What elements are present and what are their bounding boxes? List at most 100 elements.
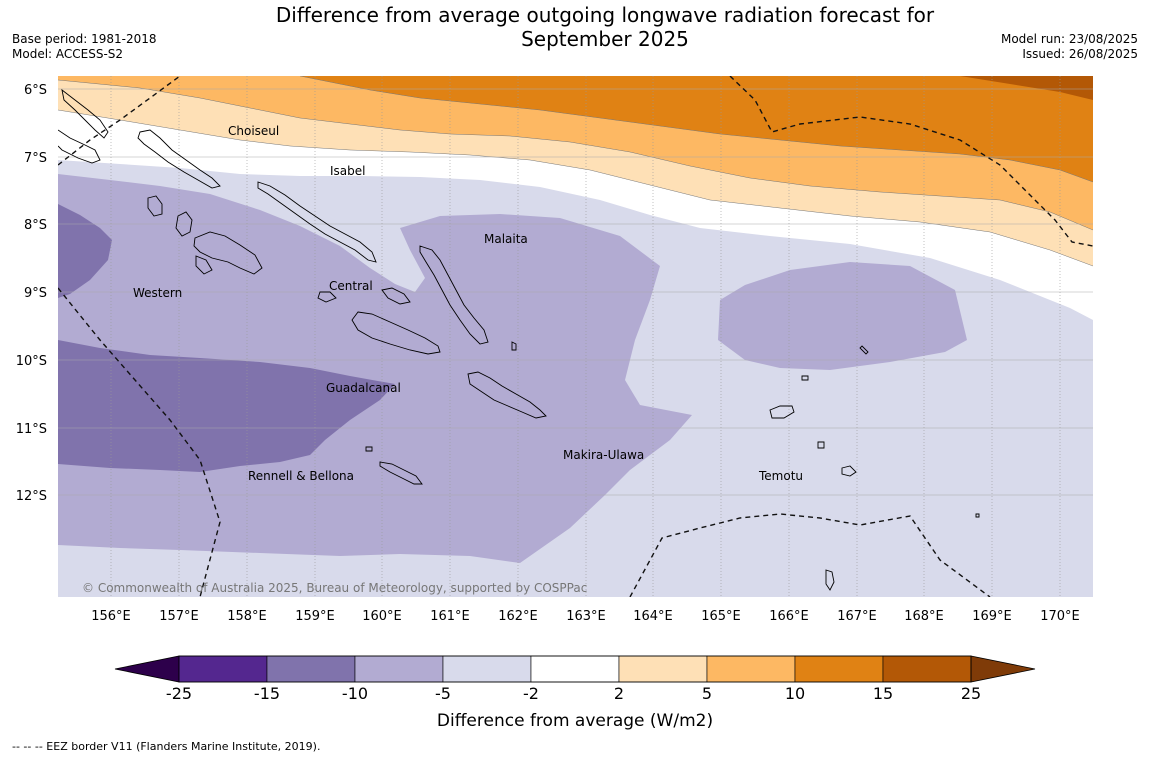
coastlines bbox=[58, 88, 980, 591]
colorbar-outline bbox=[178, 655, 972, 683]
region-label-guadalcanal: Guadalcanal bbox=[326, 381, 401, 395]
lat-label: 7°S bbox=[24, 151, 47, 166]
santa-isabel-island bbox=[257, 181, 377, 263]
colorbar-segment bbox=[442, 655, 532, 683]
colorbar-tick-label: 5 bbox=[702, 684, 712, 703]
lon-label: 164°E bbox=[633, 609, 673, 624]
anuta-island bbox=[975, 513, 980, 518]
utupua-island bbox=[817, 441, 825, 449]
model-run-text: Model run: 23/08/2025 bbox=[1000, 32, 1138, 46]
reef-islands bbox=[801, 375, 809, 381]
region-label-isabel: Isabel bbox=[330, 164, 365, 178]
rennell-island bbox=[379, 461, 423, 485]
model-text: Model: ACCESS-S2 bbox=[12, 47, 124, 61]
small-malaita-island bbox=[511, 341, 517, 351]
chart-title: Difference from average outgoing longwav… bbox=[230, 3, 980, 51]
lon-label: 161°E bbox=[430, 609, 470, 624]
colorbar-tick-label: -5 bbox=[435, 684, 451, 703]
lat-label: 8°S bbox=[24, 218, 47, 233]
anomaly-band-minus10-to-minus5-east bbox=[718, 262, 967, 370]
vanikoro-island bbox=[841, 465, 857, 477]
lon-label: 169°E bbox=[972, 609, 1012, 624]
lat-label: 12°S bbox=[16, 489, 47, 504]
colorbar-legend: -25 -15 -10 -5 -2 2 5 10 15 25 Difference from av… bbox=[114, 655, 1036, 731]
lat-axis-labels: 6°S 7°S 8°S 9°S 10°S 11°S 12°S bbox=[16, 83, 47, 504]
map-plot-area: Choiseul Isabel Malaita Western Central … bbox=[58, 76, 1093, 597]
region-label-western: Western bbox=[133, 286, 182, 300]
colorbar-tick-label: -25 bbox=[166, 684, 192, 703]
region-label-malaita: Malaita bbox=[484, 232, 528, 246]
malaita-island bbox=[419, 245, 489, 345]
colorbar-segment bbox=[530, 655, 620, 683]
colorbar-segment bbox=[178, 655, 268, 683]
lon-axis-labels: 156°E 157°E 158°E 159°E 160°E 161°E 162°… bbox=[91, 609, 1080, 624]
colorbar-over-triangle bbox=[970, 655, 1036, 683]
lon-label: 163°E bbox=[566, 609, 606, 624]
bougainville-coast bbox=[58, 129, 101, 164]
lon-label: 156°E bbox=[91, 609, 131, 624]
region-label-makira-ulawa: Makira-Ulawa bbox=[563, 448, 644, 462]
colorbar-tick-label: 25 bbox=[961, 684, 981, 703]
colorbar-segments bbox=[178, 655, 972, 683]
anomaly-band-minus15-to-minus10-southwest bbox=[58, 340, 395, 472]
lon-label: 157°E bbox=[159, 609, 199, 624]
region-label-central: Central bbox=[329, 279, 373, 293]
colorbar-tick-label: -2 bbox=[523, 684, 539, 703]
colorbar-segment bbox=[354, 655, 444, 683]
title-line-2: September 2025 bbox=[521, 27, 689, 51]
left-metadata: Base period: 1981-2018 Model: ACCESS-S2 bbox=[12, 32, 157, 62]
issued-text: Issued: 26/08/2025 bbox=[1022, 47, 1138, 61]
base-period-text: Base period: 1981-2018 bbox=[12, 32, 157, 46]
colorbar-tick-label: 10 bbox=[785, 684, 805, 703]
colorbar-segment bbox=[706, 655, 796, 683]
region-label-choiseul: Choiseul bbox=[228, 124, 279, 138]
vella-lavella-island bbox=[147, 195, 163, 217]
russell-islands bbox=[317, 291, 337, 303]
florida-islands bbox=[381, 287, 411, 305]
lon-label: 158°E bbox=[227, 609, 267, 624]
title-line-1: Difference from average outgoing longwav… bbox=[275, 3, 935, 27]
colorbar-segment bbox=[794, 655, 884, 683]
region-labels: Choiseul Isabel Malaita Western Central … bbox=[133, 124, 803, 483]
right-metadata: Model run: 23/08/2025 Issued: 26/08/2025 bbox=[1001, 32, 1138, 62]
kolombangara-group bbox=[193, 231, 263, 275]
bougainville-north-coast bbox=[61, 88, 109, 139]
lon-label: 166°E bbox=[769, 609, 809, 624]
makira-island bbox=[467, 371, 547, 419]
colorbar-tick-label: -15 bbox=[254, 684, 280, 703]
anomaly-band-minus15-to-minus10-northwest bbox=[58, 204, 112, 298]
colorbar-under-triangle bbox=[114, 655, 180, 683]
lon-label: 160°E bbox=[362, 609, 402, 624]
anomaly-band-10-to-15 bbox=[300, 76, 1093, 182]
colorbar-segment bbox=[266, 655, 356, 683]
region-label-temotu: Temotu bbox=[758, 469, 803, 483]
guadalcanal-island bbox=[351, 311, 441, 355]
lon-label: 167°E bbox=[837, 609, 877, 624]
lat-label: 9°S bbox=[24, 286, 47, 301]
eez-border-lines bbox=[58, 76, 1093, 597]
region-label-rennell-bellona: Rennell & Bellona bbox=[248, 469, 354, 483]
colorbar-segment bbox=[618, 655, 708, 683]
lon-label: 159°E bbox=[295, 609, 335, 624]
lat-label: 11°S bbox=[16, 422, 47, 437]
colorbar-tick-label: -10 bbox=[342, 684, 368, 703]
choiseul-island bbox=[137, 129, 221, 189]
lon-label: 168°E bbox=[904, 609, 944, 624]
colorbar-tick-label: 15 bbox=[873, 684, 893, 703]
colorbar-title: Difference from average (W/m2) bbox=[437, 711, 713, 731]
lon-label: 165°E bbox=[701, 609, 741, 624]
colorbar-segment bbox=[882, 655, 972, 683]
lat-label: 10°S bbox=[16, 354, 47, 369]
new-georgia-islands bbox=[175, 211, 193, 237]
rendova-island bbox=[195, 255, 213, 275]
lat-gridlines bbox=[58, 88, 1093, 496]
colorbar-tick-label: 2 bbox=[614, 684, 624, 703]
eez-footer-note: -- -- -- EEZ border V11 (Flanders Marine… bbox=[12, 740, 321, 753]
tikopia-island bbox=[825, 569, 835, 591]
duff-islands bbox=[859, 345, 869, 355]
lon-label: 162°E bbox=[498, 609, 538, 624]
lon-label: 170°E bbox=[1040, 609, 1080, 624]
santa-cruz-island bbox=[769, 405, 795, 419]
copyright-text: © Commonwealth of Australia 2025, Bureau… bbox=[82, 581, 587, 595]
